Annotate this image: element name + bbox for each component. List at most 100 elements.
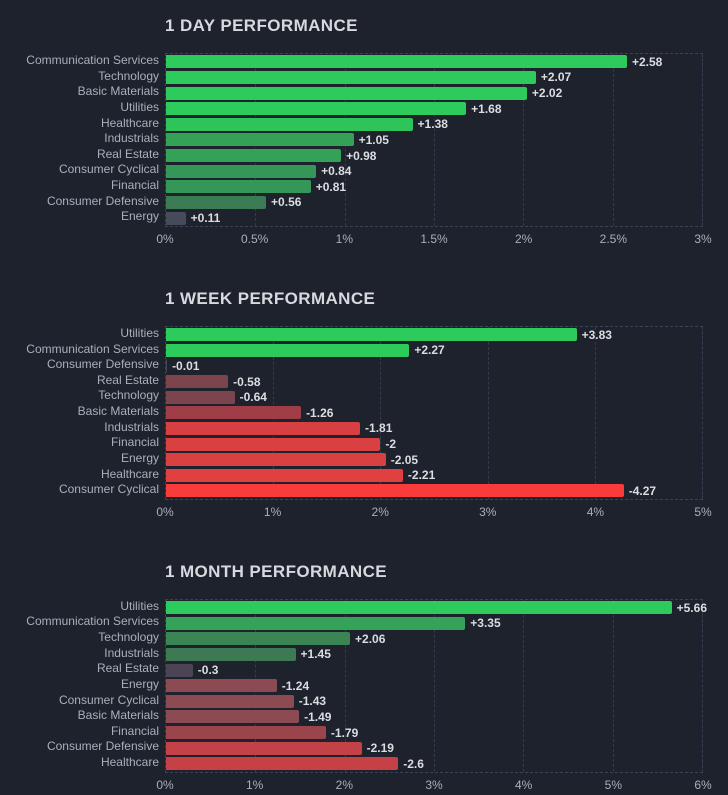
bar-value-label: +0.81 [315,179,347,194]
x-axis-ticks: 0% 1% 2% 3% 4% 5% 6% [156,773,711,795]
bar-value-label: -2.19 [366,741,394,756]
gridline [523,54,525,226]
bar-row: +1.38 [166,117,702,133]
gridline [702,54,703,226]
category-labels: Utilities Communication Services Technolog… [0,599,165,773]
bar [166,484,624,498]
category-label: Basic Materials [77,708,159,723]
bar-value-label: +1.68 [471,101,502,116]
category-label: Technology [98,630,159,644]
bar-row: +5.66 [166,600,707,616]
x-tick-label: 2.5% [599,231,628,246]
bar-chart-1-day: Communication Services Technology Basic Ma… [0,53,728,227]
bar-row: +2.02 [166,85,702,101]
gridline [594,326,596,499]
gridline [523,599,525,772]
category-label: Healthcare [100,466,159,481]
bar-value-label: -0.64 [239,390,267,405]
bar [166,406,302,420]
bar-row: -2.19 [166,740,702,756]
x-tick-label: 3% [425,777,443,792]
bar-chart-1-month: Utilities Communication Services Technolog… [0,598,728,773]
gridline [344,599,346,772]
x-tick-label: 2% [371,504,389,519]
bar [166,133,354,147]
bar-value-label: +3.83 [581,327,612,342]
x-tick-label: 1.5% [420,231,448,246]
plot-area: +2.58 +2.07 +2.02 +1.68 +1.38 +1.05 +0.98 +0.84… [165,53,703,227]
category-label: Technology [98,68,159,83]
chart-title: 1 DAY PERFORMANCE [165,16,358,35]
bar [166,601,672,615]
bar-row: -4.27 [166,483,702,499]
x-tick-label: 2% [514,231,533,246]
bar [166,647,296,661]
bar [166,117,413,131]
x-tick-label: 3% [694,231,712,246]
x-tick-label: 4% [514,777,533,792]
bar-value-label: -1.43 [298,694,327,709]
bar-row: +3.35 [166,615,702,631]
bar [166,421,361,435]
bar-value-label: +5.66 [676,600,707,615]
bar-row: -2.21 [166,468,702,484]
category-label: Financial [110,723,159,738]
bar-row: +0.98 [166,148,702,164]
bar-value-label: -4.27 [628,483,657,498]
bar-value-label: -1.81 [365,421,393,436]
bar-row: +0.11 [166,210,702,226]
bar [166,328,577,342]
category-label: Utilities [120,325,159,340]
bar-value-label: +2.27 [414,343,445,358]
bar [166,679,277,693]
bar-row: -0.01 [166,358,702,374]
bar-row: -0.64 [166,389,702,405]
bar [166,149,342,163]
category-label: Industrials [104,645,159,660]
x-tick-label: 5% [694,504,712,519]
bar-value-label: +2.58 [631,54,663,69]
bar-value-label: -2 [385,437,397,452]
category-label: Energy [120,209,159,224]
bar-value-label: +1.38 [417,117,448,132]
bar [166,694,294,708]
bar [166,343,410,357]
bar [166,710,300,724]
bar-value-label: +1.05 [358,132,389,147]
bar [166,359,168,373]
bar-row: +1.45 [166,647,702,663]
bar-value-label: -0.58 [233,374,261,389]
bar-row: -1.26 [166,405,702,421]
category-label: Energy [120,676,159,691]
bar [166,375,229,389]
category-label: Real Estate [96,661,159,676]
bar-row: -1.79 [166,725,702,741]
category-labels: Utilities Communication Services Consumer … [0,326,165,500]
category-label: Communication Services [26,53,159,67]
category-label: Consumer Cyclical [58,162,159,177]
x-tick-label: 3% [479,504,497,519]
bar-value-label: -2.6 [403,756,424,771]
x-tick-label: 5% [604,777,622,792]
bar-row: +0.81 [166,179,702,195]
bar-row: +2.27 [166,343,702,359]
category-label: Consumer Defensive [46,193,159,208]
bar-row: +0.84 [166,163,702,179]
category-label: Energy [120,450,159,465]
bar [166,726,326,740]
bar-row: -1.81 [166,421,702,437]
x-tick-label: 1% [263,504,282,519]
chart-section-1-day: 1 DAY PERFORMANCE Communication Services… [0,0,728,251]
bar-row: -2 [166,436,702,452]
category-label: Financial [110,435,159,450]
category-label: Communication Services [26,341,159,356]
category-label: Communication Services [26,614,159,629]
bar-row: +2.07 [166,70,702,86]
category-label: Consumer Cyclical [58,692,159,707]
category-label: Financial [110,178,159,192]
chart-title: 1 WEEK PERFORMANCE [165,288,376,308]
bar [166,741,362,755]
bar-value-label: +2.07 [540,70,572,85]
bar-row: -0.58 [166,374,702,390]
category-label: Real Estate [96,146,159,161]
